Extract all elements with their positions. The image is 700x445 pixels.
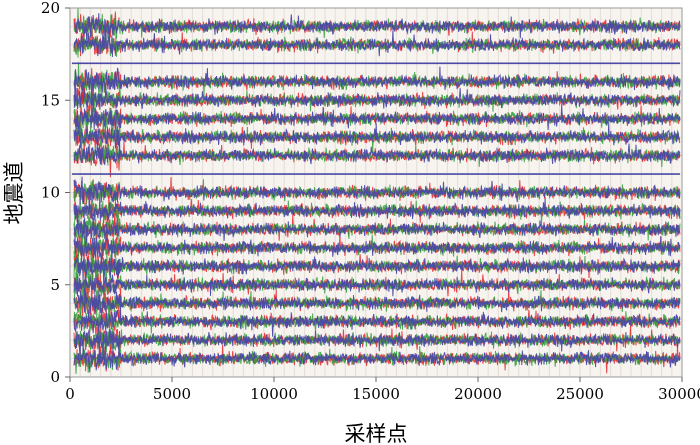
y-axis-title: 地震道 [2, 162, 26, 225]
trace-14 [73, 104, 681, 136]
x-tick-label: 25000 [556, 385, 604, 403]
trace-series-line [73, 197, 681, 227]
x-axis-title: 采样点 [345, 422, 408, 445]
trace-18 [73, 24, 681, 58]
trace-7 [73, 221, 681, 262]
trace-series-line [73, 235, 681, 262]
trace-series-line [73, 24, 681, 58]
trace-series-line [73, 13, 681, 40]
trace-13 [73, 117, 681, 153]
y-tick-label: 20 [41, 0, 60, 17]
trace-19 [73, 7, 681, 40]
trace-12 [73, 140, 681, 178]
trace-6 [73, 249, 681, 295]
trace-8 [73, 214, 681, 248]
trace-series-line [73, 328, 681, 358]
trace-series-line [73, 217, 681, 243]
y-tick-label: 10 [41, 184, 60, 202]
trace-series-line [73, 289, 681, 315]
x-tick-label: 20000 [454, 385, 502, 403]
x-tick-label: 5000 [153, 385, 191, 403]
y-tick-label: 5 [50, 276, 60, 294]
trace-2 [73, 325, 681, 358]
y-tick-label: 15 [41, 91, 60, 109]
trace-16 [73, 62, 681, 105]
trace-series-line [73, 176, 681, 209]
trace-9 [73, 195, 681, 227]
trace-series-line [73, 333, 681, 373]
y-axis-ticks: 0 5 10 15 20 [41, 0, 70, 386]
y-tick-label: 0 [50, 368, 60, 386]
trace-series-line [73, 254, 681, 295]
trace-4 [73, 286, 681, 319]
trace-series-line [73, 121, 681, 149]
seismic-traces [72, 7, 681, 374]
trace-series-line [73, 309, 681, 337]
trace-5 [73, 270, 681, 298]
trace-series-line [73, 66, 681, 98]
trace-15 [73, 85, 681, 113]
trace-series-line [73, 273, 681, 298]
x-tick-label: 10000 [250, 385, 298, 403]
trace-series-line [73, 140, 681, 166]
x-tick-label: 0 [65, 385, 75, 403]
trace-1 [73, 333, 681, 374]
trace-series-line [73, 85, 681, 113]
trace-series-line [73, 104, 681, 132]
trace-3 [73, 308, 681, 337]
x-tick-label: 15000 [352, 385, 400, 403]
trace-10 [73, 176, 681, 209]
